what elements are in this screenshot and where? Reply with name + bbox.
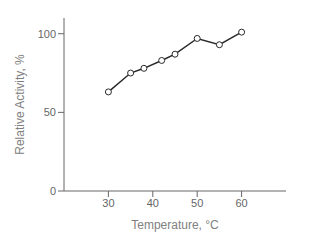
svg-text:40: 40 — [147, 197, 159, 209]
svg-text:60: 60 — [235, 197, 247, 209]
svg-text:50: 50 — [44, 106, 56, 118]
svg-text:Temperature, °C: Temperature, °C — [131, 218, 219, 232]
svg-text:30: 30 — [102, 197, 114, 209]
svg-text:100: 100 — [38, 28, 56, 40]
svg-text:50: 50 — [191, 197, 203, 209]
svg-text:Relative Activity, %: Relative Activity, % — [13, 54, 27, 155]
svg-text:0: 0 — [50, 185, 56, 197]
